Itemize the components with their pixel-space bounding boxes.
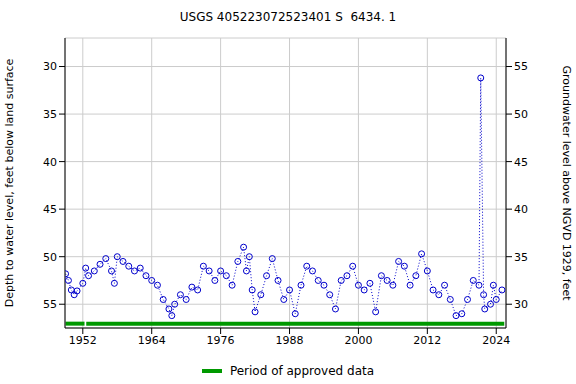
html-text:Period of approved data: Period of approved data xyxy=(229,364,375,378)
svg-text:2000: 2000 xyxy=(344,334,372,345)
html-text:USGS 405223072523401 S 6434. 1: USGS 405223072523401 S 6434. 1 xyxy=(179,10,397,24)
svg-text:55: 55 xyxy=(43,298,57,311)
svg-text:1976: 1976 xyxy=(207,334,235,345)
svg-text:50: 50 xyxy=(514,108,528,121)
svg-text:30: 30 xyxy=(43,60,57,73)
svg-text:2024: 2024 xyxy=(482,334,510,345)
svg-text:35: 35 xyxy=(43,108,57,121)
svg-text:Depth to water level, feet bel: Depth to water level, feet below land su… xyxy=(8,58,16,307)
svg-text:40: 40 xyxy=(514,203,528,216)
svg-text:55: 55 xyxy=(514,60,528,73)
svg-text:1964: 1964 xyxy=(138,334,166,345)
svg-text:2012: 2012 xyxy=(413,334,441,345)
svg-text:40: 40 xyxy=(43,156,57,169)
svg-text:45: 45 xyxy=(43,203,57,216)
svg-text:Groundwater level above NGVD 1: Groundwater level above NGVD 1929, feet xyxy=(560,65,568,301)
svg-text:1952: 1952 xyxy=(69,334,97,345)
svg-text:30: 30 xyxy=(514,298,528,311)
svg-text:45: 45 xyxy=(514,156,528,169)
svg-text:1988: 1988 xyxy=(276,334,304,345)
svg-text:35: 35 xyxy=(514,251,528,264)
svg-text:50: 50 xyxy=(43,251,57,264)
